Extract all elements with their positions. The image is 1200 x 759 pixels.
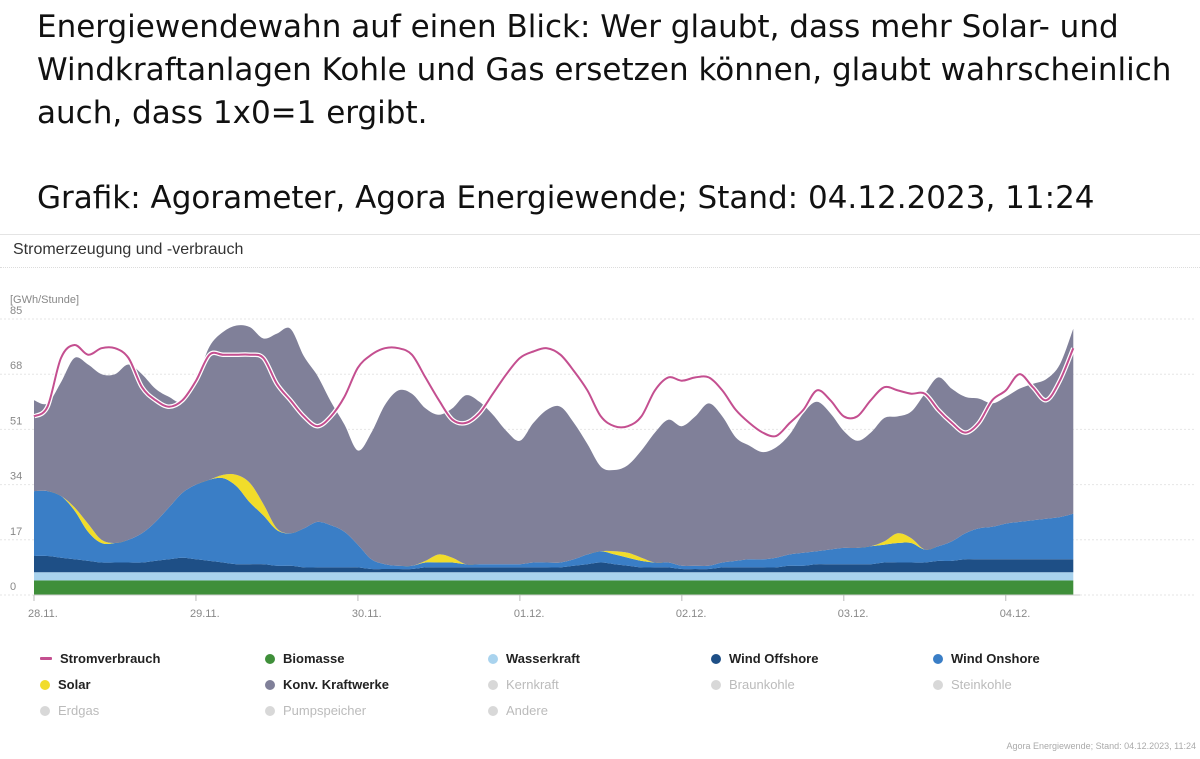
legend-item-biomasse[interactable]: Biomasse — [265, 651, 344, 666]
legend-swatch — [933, 654, 943, 664]
title-divider — [0, 267, 1200, 268]
legend-item-wind-offshore[interactable]: Wind Offshore — [711, 651, 818, 666]
x-tick-label-03-12: 03.12. — [838, 608, 869, 620]
legend-label: Biomasse — [283, 651, 345, 666]
legend-swatch — [40, 657, 52, 660]
legend-label: Stromverbrauch — [60, 651, 161, 666]
legend-label: Kernkraft — [506, 677, 559, 692]
chart-plot[interactable]: 0 17 34 51 68 85[GWh/Stunde] 28.11. 29.11. 30.11… — [0, 235, 1200, 645]
x-tick-label-30-11: 30.11. — [352, 608, 382, 620]
chart-footer-source: Agora Energiewende; Stand: 04.12.2023, 1… — [1006, 741, 1196, 751]
legend-swatch — [265, 654, 275, 664]
x-tick-label-04-12: 04.12. — [1000, 608, 1031, 620]
area-konv-kraftwerke — [34, 325, 1074, 567]
chart-title: Stromerzeugung und -verbrauch — [13, 241, 244, 258]
legend-item-stromverbrauch[interactable]: Stromverbrauch — [40, 651, 160, 666]
legend-item-kernkraft[interactable]: Kernkraft — [488, 677, 559, 692]
legend-label: Konv. Kraftwerke — [283, 677, 389, 692]
legend-swatch — [40, 680, 50, 690]
y-tick-label-34: 34 — [10, 471, 22, 483]
chart-panel: 0 17 34 51 68 85 [GWh/Stunde] 28.11. 29.11. 30.11… — [0, 234, 1200, 759]
y-axis-label: [GWh/Stunde] — [10, 294, 79, 306]
legend-item-wind-onshore[interactable]: Wind Onshore — [933, 651, 1040, 666]
area-wasserkraft — [34, 572, 1074, 581]
legend-item-erdgas[interactable]: Erdgas — [40, 703, 99, 718]
legend-label: Braunkohle — [729, 677, 795, 692]
legend-label: Wind Onshore — [951, 651, 1040, 666]
post-source: Grafik: Agorameter, Agora Energiewende; … — [37, 180, 1095, 216]
area-biomasse — [34, 580, 1074, 595]
line-stromverbrauch — [33, 344, 1075, 438]
legend-label: Erdgas — [58, 703, 100, 718]
post-body: Energiewendewahn auf einen Blick: Wer gl… — [37, 9, 1172, 131]
area-wind-offshore — [34, 555, 1074, 573]
legend-swatch — [488, 654, 498, 664]
legend-item-konv-kraftwerke[interactable]: Konv. Kraftwerke — [265, 677, 389, 692]
x-tick-label-01-12: 01.12. — [514, 608, 545, 620]
legend-label: Steinkohle — [951, 677, 1012, 692]
legend-label: Wind Offshore — [729, 651, 819, 666]
x-tick-label-29-11: 29.11. — [190, 608, 220, 620]
legend-swatch — [488, 680, 498, 690]
legend-item-braunkohle[interactable]: Braunkohle — [711, 677, 795, 692]
legend-swatch — [40, 706, 50, 716]
legend-item-andere[interactable]: Andere — [488, 703, 548, 718]
y-tick-label-17: 17 — [10, 526, 22, 538]
x-tick-label-02-12: 02.12. — [676, 608, 707, 620]
post-text: Energiewendewahn auf einen Blick: Wer gl… — [37, 6, 1187, 220]
legend-swatch — [711, 680, 721, 690]
legend-swatch — [488, 706, 498, 716]
legend-swatch — [265, 706, 275, 716]
legend-swatch — [265, 680, 275, 690]
legend-label: Wasserkraft — [506, 651, 580, 666]
area-wind-onshore — [34, 477, 1074, 570]
legend-item-pumpspeicher[interactable]: Pumpspeicher — [265, 703, 366, 718]
legend-label: Solar — [58, 677, 91, 692]
y-tick-label-51: 51 — [10, 415, 22, 427]
y-tick-label-68: 68 — [10, 360, 22, 372]
x-tick-label-28-11: 28.11. — [28, 608, 58, 620]
legend-item-steinkohle[interactable]: Steinkohle — [933, 677, 1012, 692]
y-tick-label-85: 85 — [10, 305, 22, 317]
legend-swatch — [711, 654, 721, 664]
legend-label: Pumpspeicher — [283, 703, 367, 718]
legend-item-wasserkraft[interactable]: Wasserkraft — [488, 651, 580, 666]
y-tick-label-0: 0 — [10, 581, 16, 593]
legend-swatch — [933, 680, 943, 690]
legend-label: Andere — [506, 703, 548, 718]
legend-item-solar[interactable]: Solar — [40, 677, 91, 692]
